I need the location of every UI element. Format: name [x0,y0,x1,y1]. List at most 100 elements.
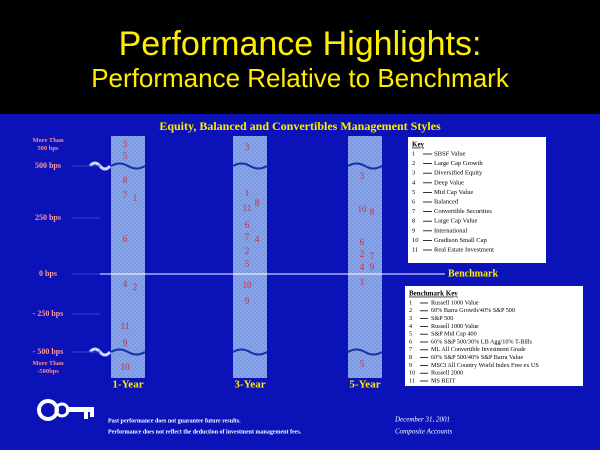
benchmark-number: 8 [409,354,412,361]
benchmark-number: 3 [409,315,412,322]
benchmark-name: 60% Barra Growth/40% S&P 500 [431,307,515,314]
y-tick-label: More Than -500bps [32,360,64,375]
data-label: 10 [121,362,131,372]
data-label: 9 [123,338,128,348]
key-name: Large Cap Growth [434,160,483,167]
x-tick-label: 5-Year [349,379,380,391]
benchmark-name: Russell 1000 Value [431,323,479,330]
key-name: Balanced [434,198,459,205]
benchmark-number: 11 [409,377,415,384]
benchmark-key-box [405,286,583,386]
key-name: Real Estate Investment [434,246,494,253]
data-label: 9 [370,262,375,272]
footnote: Past performance does not guarantee futu… [108,418,241,424]
key-number: 1 [412,150,415,157]
benchmark-key-title: Benchmark Key [409,290,458,298]
data-label: 3 [245,142,250,152]
key-number: 11 [412,246,418,253]
y-tick-label: 250 bps [35,213,61,222]
key-number: 6 [412,198,416,205]
key-number: 5 [412,189,415,196]
data-label: 2 [245,246,250,256]
axis-break [347,348,383,356]
axis-break [110,162,146,170]
benchmark-name: S&P 500 [431,315,453,322]
y-tick-label: 0 bps [39,269,57,278]
data-label: 4 [255,234,260,244]
benchmark-number: 5 [409,331,412,338]
key-number: 3 [412,170,415,177]
key-name: Diversified Equity [434,170,483,177]
benchmark-number: 9 [409,362,412,369]
data-label: 1 [360,277,365,287]
benchmark-number: 7 [409,346,412,353]
data-label: 6 [123,234,128,244]
benchmark-name: Russell 2000 [431,370,463,377]
data-label: 11 [121,321,130,331]
key-name: Convertible Securities [434,208,492,215]
data-label: 5 [245,259,250,269]
y-tick-label-line: 500 bps [37,145,59,152]
data-label: 6 [245,220,250,230]
key-number: 2 [412,160,415,167]
data-label: 1 [245,188,250,198]
data-label: 7 [370,251,375,261]
data-label: 2 [133,282,138,292]
y-tick-label-line: More Than [32,137,64,144]
data-label: 3 [360,171,365,181]
key-title: Key [412,141,425,149]
y-tick-label-line: More Than [32,360,64,367]
source: Composite Accounts [395,428,453,436]
key-box [408,137,546,263]
benchmark-number: 4 [409,323,412,330]
key-number: 4 [412,179,416,186]
benchmark-number: 2 [409,307,412,314]
benchmark-name: 60% S&P 500/30% LB Agg/10% T-Bills [431,338,533,345]
data-label: 5 [360,359,365,369]
key-name: SBSF Value [434,150,466,157]
column [233,136,267,378]
date: December 31, 2001 [394,416,450,424]
axis-break [110,348,146,356]
data-label: 10 [243,280,253,290]
data-label: 7 [245,232,250,242]
title-band [0,0,600,114]
benchmark-number: 1 [409,299,412,306]
column [111,136,145,378]
data-label: 6 [360,237,365,247]
benchmark-number: 10 [409,370,415,377]
data-label: 9 [245,296,250,306]
benchmark-number: 6 [409,338,412,345]
benchmark-name: MS REIT [431,377,455,384]
axis-break [232,162,268,170]
data-label: 1 [133,193,138,203]
key-number: 9 [412,227,415,234]
y-tick-label: More Than 500 bps [32,137,64,152]
key-name: Gradison Small Cap [434,237,487,244]
axis-break [232,348,268,356]
logo [37,399,94,421]
key-name: Deep Value [434,179,464,186]
benchmark-name: MSCI All Country World Index Free ex US [431,362,539,369]
axis-break [347,162,383,170]
benchmark-name: 60% S&P 500/40% S&P Barra Value [431,354,523,361]
benchmark-name: S&P Mid Cap 400 [431,331,477,338]
benchmark-name: ML All Convertible Investment Grade [431,346,526,353]
key-name: International [434,227,467,234]
y-tick-label: - 250 bps [33,309,64,318]
data-label: 5 [123,151,128,161]
x-tick-label: 1-Year [112,379,143,391]
data-label: 7 [123,190,128,200]
y-tick-label-line: -500bps [37,368,59,375]
data-label: 8 [370,207,375,217]
y-tick-label: - 500 bps [33,347,64,356]
key-number: 10 [412,237,419,244]
benchmark-label: Benchmark [448,268,498,279]
data-label: 4 [360,262,365,272]
column [348,136,382,378]
data-label: 3 [123,139,128,149]
footnote: Performance does not reflect the deducti… [108,429,302,435]
key-name: Large Cap Value [434,218,478,225]
y-tick-label: 500 bps [35,161,61,170]
